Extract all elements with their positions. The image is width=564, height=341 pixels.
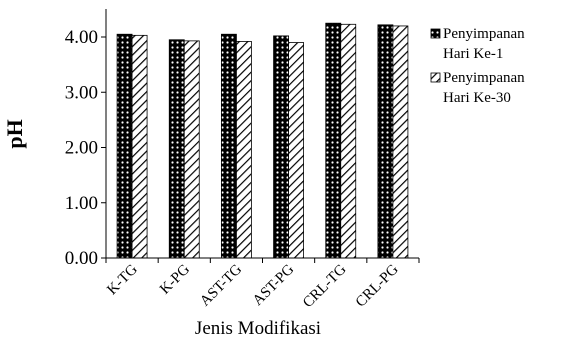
y-tick-label: 2.00 bbox=[65, 138, 98, 159]
bar-series-2 bbox=[236, 41, 252, 259]
bar-series-1 bbox=[377, 24, 394, 259]
y-tick-label: 1.00 bbox=[65, 193, 98, 214]
bar-series-2 bbox=[288, 42, 304, 259]
bar-series-1 bbox=[116, 33, 133, 259]
bar-series-2 bbox=[183, 40, 200, 259]
legend-swatch-series-1 bbox=[430, 28, 441, 39]
x-tick-label: K-PG bbox=[157, 261, 193, 297]
legend-label-series-2-line-1: Penyimpanan bbox=[443, 70, 525, 86]
y-tick-label: 0.00 bbox=[65, 248, 98, 269]
legend-swatch-series-2 bbox=[430, 72, 441, 83]
y-tick-label: 3.00 bbox=[65, 82, 98, 103]
x-tick-label: K-TG bbox=[104, 261, 141, 298]
bar-series-1 bbox=[273, 35, 289, 259]
y-tick-label: 4.00 bbox=[65, 27, 98, 48]
x-tick-label: AST-PG bbox=[250, 261, 298, 309]
x-tick-label: CRL-TG bbox=[300, 261, 350, 311]
bar-series-1 bbox=[325, 22, 342, 259]
bar-series-2 bbox=[131, 34, 148, 259]
legend: Penyimpanan Hari Ke-1 Penyimpanan Hari K… bbox=[430, 26, 525, 106]
legend-label-series-1-line-1: Penyimpanan bbox=[443, 26, 525, 42]
x-tick-label: AST-TG bbox=[197, 261, 245, 309]
legend-label-series-2-line-2: Hari Ke-30 bbox=[443, 90, 511, 106]
y-axis-title: pH bbox=[2, 119, 27, 148]
x-axis-title: Jenis Modifikasi bbox=[195, 318, 321, 339]
bar-series-2 bbox=[392, 25, 409, 259]
bar-series-1 bbox=[221, 33, 237, 259]
legend-label-series-1-line-2: Hari Ke-1 bbox=[443, 46, 503, 62]
bar-series-1 bbox=[168, 39, 185, 259]
bar-series-2 bbox=[340, 23, 357, 259]
x-tick-label: CRL-PG bbox=[353, 261, 402, 310]
